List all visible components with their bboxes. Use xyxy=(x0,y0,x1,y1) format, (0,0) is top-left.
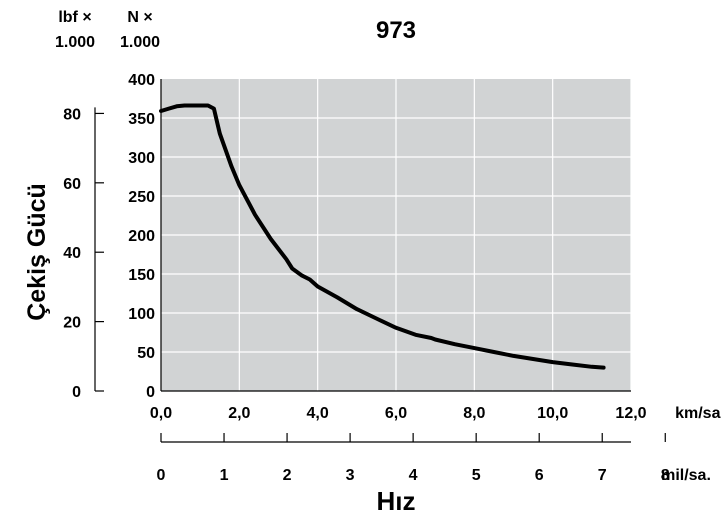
y-tick-label: 250 xyxy=(128,189,155,206)
y-tick-label: 350 xyxy=(128,111,155,128)
y-tick-label: 0 xyxy=(146,384,155,401)
y-unit-secondary-line1: lbf × xyxy=(58,9,91,26)
grid-lines xyxy=(161,79,632,391)
y-tick-label: 300 xyxy=(128,150,155,167)
x-secondary-tick-label: 1 xyxy=(220,467,229,484)
y-unit-primary-line2: 1.000 xyxy=(120,34,160,51)
x-tick-label: 0,0 xyxy=(150,405,172,422)
y-unit-primary-line1: N × xyxy=(127,9,152,26)
x-secondary-tick-label: 0 xyxy=(157,467,166,484)
y-tick-label: 100 xyxy=(128,306,155,323)
x-secondary-tick-label: 5 xyxy=(472,467,481,484)
y-tick-label: 200 xyxy=(128,228,155,245)
x-secondary-tick-label: 2 xyxy=(283,467,292,484)
x-unit-primary: km/sa. xyxy=(675,405,721,422)
x-tick-label: 12,0 xyxy=(615,405,646,422)
y-tick-label: 400 xyxy=(128,72,155,89)
x-secondary-tick-label: 6 xyxy=(535,467,544,484)
y-secondary-tick-label: 0 xyxy=(72,384,81,401)
y-secondary-tick-label: 20 xyxy=(63,315,81,332)
chart-title: 973 xyxy=(376,17,416,44)
x-tick-label: 2,0 xyxy=(228,405,250,422)
axes xyxy=(94,79,666,443)
y-axis-title: Çekiş Gücü xyxy=(23,183,51,321)
x-secondary-tick-label: 7 xyxy=(598,467,607,484)
x-tick-label: 10,0 xyxy=(537,405,568,422)
y-unit-secondary-line2: 1.000 xyxy=(55,34,95,51)
x-tick-label: 4,0 xyxy=(307,405,329,422)
x-unit-secondary: mil/sa. xyxy=(661,467,711,484)
x-secondary-tick-label: 3 xyxy=(346,467,355,484)
x-secondary-tick-label: 8 xyxy=(661,467,670,484)
x-tick-label: 6,0 xyxy=(385,405,407,422)
y-tick-label: 50 xyxy=(137,345,155,362)
y-tick-label: 150 xyxy=(128,267,155,284)
y-secondary-tick-label: 40 xyxy=(63,245,81,262)
x-secondary-tick-label: 4 xyxy=(409,467,418,484)
x-axis-title: Hız xyxy=(377,486,416,516)
traction-force-curve xyxy=(159,103,606,370)
x-tick-label: 8,0 xyxy=(463,405,485,422)
y-secondary-tick-label: 80 xyxy=(63,106,81,123)
y-secondary-tick-label: 60 xyxy=(63,176,81,193)
